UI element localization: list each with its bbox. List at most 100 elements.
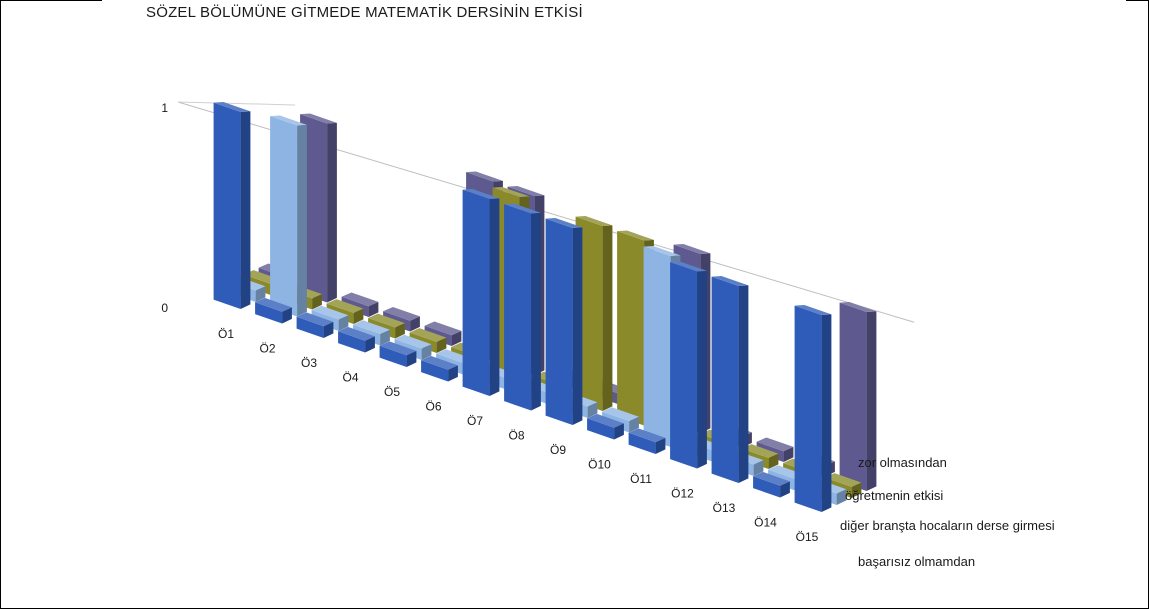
bar-side-face: [282, 307, 292, 324]
bar-side-face: [323, 321, 334, 338]
bar-front-face: [270, 116, 298, 317]
bar-Ö15-4: [839, 302, 877, 491]
y-tick-label: 1: [161, 101, 168, 115]
bar-side-face: [602, 225, 613, 411]
bar-side-face: [312, 294, 322, 310]
bar-front-face: [338, 331, 366, 353]
bar-side-face: [451, 330, 462, 346]
legend-label: öğretmenin etkisi: [845, 488, 943, 503]
bar-top-face: [587, 413, 624, 428]
bar-side-face: [780, 481, 790, 498]
bar-top-face: [368, 313, 405, 328]
x-tick-label: Ö1: [218, 327, 234, 341]
bar-top-face: [421, 355, 458, 370]
bar-top-face: [756, 437, 794, 452]
bar-side-face: [768, 453, 779, 469]
x-tick-label: Ö8: [508, 429, 524, 443]
bar-Ö2-1: [255, 297, 292, 324]
bar-top-face: [545, 218, 583, 228]
bar-Ö2-2: [270, 115, 307, 317]
bar-top-face: [839, 302, 877, 312]
bar-top-face: [300, 113, 337, 124]
bar-top-face: [338, 326, 375, 341]
bar-side-face: [629, 416, 639, 433]
bar-top-face: [409, 328, 447, 342]
bar-top-face: [711, 276, 749, 286]
bar-side-face: [489, 198, 500, 396]
bar-top-face: [617, 230, 654, 241]
bar-front-face: [628, 432, 656, 454]
bar-top-face: [504, 203, 541, 214]
chart-title: SÖZEL BÖLÜMÜNE GİTMEDE MATEMATİK DERSİNİ…: [146, 4, 583, 21]
bar-front-face: [711, 276, 739, 483]
bar-side-face: [836, 489, 847, 505]
bar-Ö13-1: [711, 276, 749, 483]
bar-front-face: [643, 246, 671, 447]
bar-side-face: [531, 212, 541, 411]
bar-front-face: [753, 476, 781, 498]
bar-side-face: [655, 437, 666, 454]
frame-top-line-right: [1126, 0, 1149, 1]
bar-top-face: [311, 305, 349, 320]
y-tick-label: 0: [161, 301, 168, 315]
bar-top-face: [602, 407, 639, 421]
bar-top-face: [394, 334, 432, 349]
bar-Ö1-1: [213, 102, 251, 310]
bar-Ö6-1: [421, 355, 458, 382]
bar-Ö11-1: [628, 428, 666, 454]
bar-Ö5-1: [379, 341, 417, 367]
x-tick-label: Ö11: [630, 472, 652, 486]
legend-label: başarısız olmamdan: [858, 554, 975, 569]
bar-top-face: [507, 186, 545, 196]
bar-side-face: [436, 337, 447, 353]
x-tick-label: Ö6: [425, 400, 441, 414]
bar-top-face: [741, 444, 779, 458]
bar-front-face: [617, 231, 645, 426]
bar-top-face: [213, 102, 251, 112]
x-tick-label: Ö2: [259, 342, 275, 356]
x-tick-label: Ö14: [754, 516, 777, 530]
bar-top-face: [575, 216, 613, 226]
bar-side-face: [614, 423, 624, 440]
bar-top-face: [383, 307, 420, 321]
bar-side-face: [421, 344, 432, 360]
bar-Ö15-1: [794, 305, 832, 512]
bar-Ö9-1: [545, 218, 583, 425]
bar-front-face: [255, 302, 283, 324]
x-tick-label: Ö7: [467, 414, 483, 428]
bar-top-face: [466, 171, 503, 182]
bars-group: [213, 102, 877, 512]
bar-top-face: [270, 115, 307, 126]
bar-side-face: [697, 270, 707, 469]
bar-side-face: [753, 460, 764, 476]
bar-top-face: [341, 292, 379, 307]
x-tick-label: Ö12: [671, 487, 694, 501]
bar-top-face: [628, 428, 666, 443]
x-tick-label: Ö3: [301, 356, 317, 370]
x-tick-label: Ö10: [588, 458, 611, 472]
bar-front-face: [296, 316, 324, 338]
bar-side-face: [353, 308, 364, 324]
bar-side-face: [240, 111, 251, 310]
legend-label: zor olmasından: [858, 455, 947, 470]
bar-side-face: [410, 316, 420, 332]
bar-top-face: [353, 320, 390, 334]
bar-top-face: [643, 246, 681, 256]
x-tick-label: Ö9: [550, 443, 566, 457]
bar-top-face: [462, 189, 500, 199]
x-tick-label: Ö15: [796, 530, 819, 544]
bar-front-face: [839, 302, 867, 491]
bar-top-face: [824, 473, 862, 487]
bar-front-face: [504, 204, 532, 411]
bar-side-face: [365, 336, 375, 353]
bar-top-face: [326, 299, 364, 313]
bar-side-face: [380, 329, 390, 346]
bar-front-face: [545, 218, 573, 425]
bar-side-face: [395, 323, 405, 339]
bar-top-face: [424, 321, 462, 336]
bar-side-face: [448, 365, 458, 382]
bar-side-face: [297, 124, 307, 317]
bar-front-face: [462, 189, 490, 396]
bar-side-face: [572, 227, 583, 425]
